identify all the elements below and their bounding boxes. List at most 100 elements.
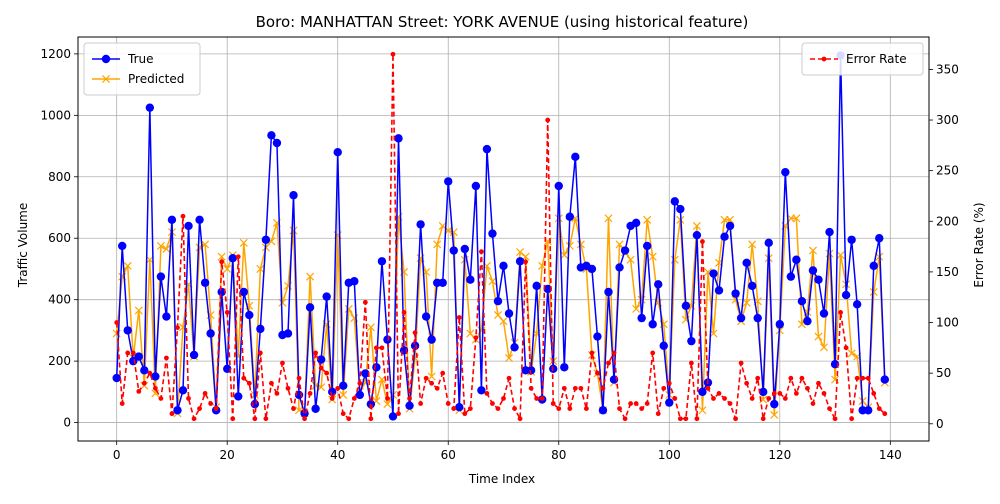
- point-true: [289, 191, 298, 200]
- point-predicted: [140, 381, 149, 390]
- point-true: [725, 221, 735, 231]
- point-error-rate: [738, 360, 744, 366]
- point-error-rate: [611, 350, 617, 356]
- point-true: [466, 275, 475, 284]
- point-error-rate: [561, 385, 567, 391]
- point-predicted: [278, 298, 287, 307]
- y-tick-label: 1200: [40, 47, 71, 61]
- point-error-rate: [556, 406, 562, 411]
- point-error-rate: [876, 406, 882, 411]
- x-marker-stroke: [256, 264, 265, 273]
- x-marker-stroke: [383, 400, 392, 409]
- x-marker-stroke: [637, 295, 646, 304]
- y-tick-label: 800: [48, 170, 71, 184]
- point-error-rate: [401, 310, 407, 315]
- point-error-rate: [136, 388, 142, 394]
- x-marker-stroke: [648, 252, 657, 261]
- point-true: [151, 372, 160, 381]
- point-true: [875, 234, 884, 243]
- point-predicted: [151, 389, 160, 398]
- point-error-rate: [335, 385, 341, 391]
- point-true: [482, 144, 492, 154]
- point-error-rate: [180, 213, 186, 219]
- x-marker-stroke: [466, 329, 475, 338]
- point-error-rate: [882, 411, 888, 417]
- x-marker-stroke: [560, 251, 569, 260]
- point-true: [587, 264, 597, 274]
- x-marker-stroke: [626, 255, 635, 264]
- point-predicted: [366, 323, 375, 332]
- point-true: [504, 309, 514, 318]
- x-marker-stroke: [477, 326, 486, 335]
- point-predicted: [156, 241, 165, 250]
- point-predicted: [223, 264, 232, 273]
- point-error-rate: [152, 385, 158, 391]
- y2-tick-label: 150: [936, 265, 959, 279]
- point-true: [123, 326, 132, 335]
- point-error-rate: [501, 396, 506, 401]
- point-error-rate: [296, 375, 302, 381]
- point-error-rate: [313, 350, 319, 356]
- point-error-rate: [434, 385, 440, 391]
- point-true: [681, 301, 691, 311]
- point-true: [543, 284, 552, 294]
- point-true: [615, 263, 624, 272]
- point-error-rate: [490, 401, 495, 406]
- x-marker-stroke: [632, 304, 641, 313]
- x-marker-stroke: [134, 306, 143, 315]
- x-marker-stroke: [140, 381, 149, 390]
- point-predicted: [427, 372, 436, 381]
- point-true: [714, 286, 724, 295]
- point-true: [825, 227, 834, 237]
- point-true: [377, 257, 387, 266]
- point-true: [593, 332, 602, 341]
- point-true: [394, 134, 403, 143]
- x-marker-stroke: [576, 240, 585, 249]
- point-error-rate: [412, 330, 418, 336]
- x-marker-stroke: [366, 323, 375, 332]
- legend-marker-predicted: [101, 74, 111, 84]
- point-error-rate: [235, 254, 241, 260]
- point-true: [217, 287, 226, 297]
- point-error-rate: [849, 416, 855, 422]
- point-true: [200, 278, 210, 287]
- point-error-rate: [451, 406, 457, 411]
- legend-label-error-rate: Error Rate: [846, 52, 907, 66]
- point-error-rate: [307, 391, 313, 396]
- point-error-rate: [274, 391, 280, 396]
- point-predicted: [637, 295, 646, 304]
- point-true: [808, 266, 818, 275]
- point-error-rate: [633, 401, 639, 406]
- point-true: [642, 241, 652, 251]
- x-marker-stroke: [742, 298, 751, 307]
- point-predicted: [698, 406, 707, 415]
- y2-axis-title: Error Rate (%): [972, 202, 986, 287]
- point-predicted: [770, 410, 779, 419]
- point-true: [676, 204, 685, 214]
- point-predicted: [632, 304, 641, 313]
- point-predicted: [615, 240, 624, 249]
- point-true: [162, 312, 171, 321]
- point-error-rate: [114, 320, 120, 325]
- point-error-rate: [467, 406, 473, 411]
- y2-tick-label: 200: [936, 214, 959, 228]
- point-true: [140, 366, 149, 375]
- point-true: [880, 375, 889, 384]
- point-predicted: [499, 317, 508, 326]
- point-error-rate: [390, 51, 396, 57]
- point-predicted: [648, 252, 657, 261]
- legend-label-predicted: Predicted: [128, 72, 184, 86]
- x-marker-stroke: [278, 298, 287, 307]
- point-true: [410, 341, 420, 350]
- x-marker-stroke: [239, 238, 248, 247]
- point-predicted: [433, 240, 442, 249]
- y2-tick-label: 50: [936, 366, 951, 380]
- point-true: [189, 350, 199, 360]
- point-true: [620, 246, 630, 255]
- point-true: [665, 398, 674, 407]
- x-marker-stroke: [427, 372, 436, 381]
- point-error-rate: [865, 375, 871, 381]
- point-predicted: [565, 241, 574, 250]
- point-error-rate: [793, 391, 799, 396]
- point-true: [648, 320, 657, 329]
